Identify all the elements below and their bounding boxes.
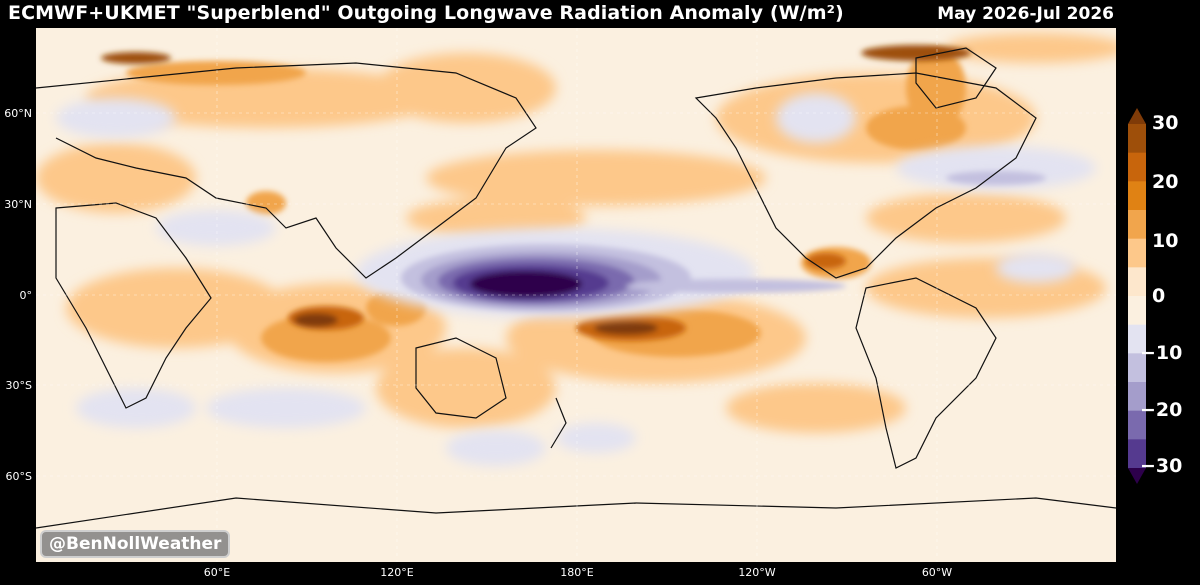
colorbar-segment (1128, 210, 1146, 240)
colorbar-label: −10 (1140, 342, 1183, 364)
chart-title: ECMWF+UKMET "Superblend" Outgoing Longwa… (8, 2, 844, 24)
colorbar-segment (1128, 324, 1146, 354)
colorbar (1128, 108, 1146, 484)
lon-label: 60°E (203, 566, 231, 579)
lat-label: 60°N (4, 107, 32, 120)
colorbar-label: 10 (1152, 230, 1179, 252)
colorbar-segment (1128, 439, 1146, 469)
gridlines (36, 28, 1116, 562)
ola-map (36, 28, 1116, 562)
colorbar-segment (1128, 296, 1146, 326)
forecast-period: May 2026-Jul 2026 (937, 4, 1114, 24)
colorbar-segment (1128, 181, 1146, 211)
lat-label: 30°N (4, 198, 32, 211)
colorbar-label: −20 (1140, 399, 1183, 421)
positive-strong-areas (101, 45, 971, 341)
lon-label: 60°W (921, 566, 953, 579)
lon-label: 120°E (380, 566, 414, 579)
lat-label: 30°S (5, 379, 32, 392)
lon-label: 180°E (560, 566, 594, 579)
coastlines (36, 47, 1116, 529)
colorbar-segment (1128, 410, 1146, 440)
colorbar-segment (1128, 353, 1146, 383)
colorbar-label: 0 (1152, 285, 1166, 307)
map-canvas (36, 28, 1116, 562)
colorbar-extend-bottom (1128, 468, 1146, 484)
lat-label: 60°S (5, 470, 32, 483)
colorbar-label: 30 (1152, 112, 1179, 134)
colorbar-segment (1128, 124, 1146, 154)
colorbar-extend-top (1128, 108, 1146, 124)
negative-strong-areas (401, 171, 1046, 312)
colorbar-segment (1128, 238, 1146, 268)
colorbar-label: −30 (1140, 455, 1183, 477)
colorbar-segment (1128, 152, 1146, 182)
watermark-badge: @BenNollWeather (40, 530, 231, 558)
colorbar-segment (1128, 267, 1146, 297)
colorbar-label: 20 (1152, 171, 1179, 193)
lon-label: 120°W (738, 566, 776, 579)
lat-label: 0° (19, 289, 33, 302)
colorbar-segment (1128, 382, 1146, 412)
